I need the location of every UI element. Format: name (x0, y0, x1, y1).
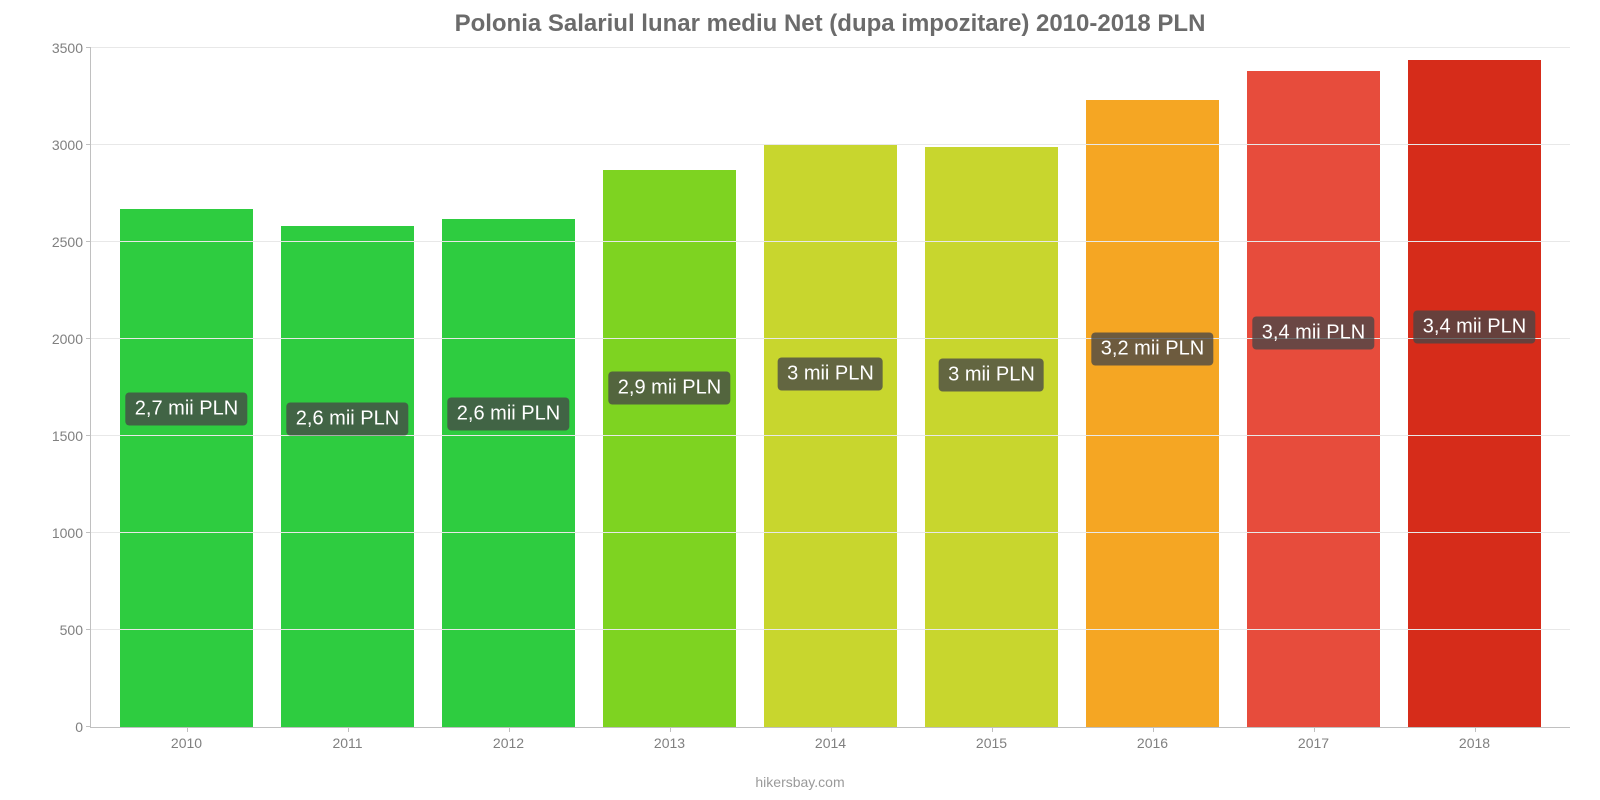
bar: 2,6 mii PLN (281, 226, 413, 727)
x-tick-mark (1153, 727, 1154, 732)
bar: 3 mii PLN (764, 145, 896, 727)
y-tick-mark (86, 241, 91, 242)
bar-value-label: 2,6 mii PLN (448, 398, 569, 431)
bar-slot: 2,9 mii PLN2013 (589, 48, 750, 727)
y-tick-mark (86, 726, 91, 727)
y-tick-mark (86, 435, 91, 436)
y-tick-label: 2500 (52, 234, 83, 250)
bar-value-label: 3 mii PLN (778, 357, 883, 390)
y-tick-mark (86, 144, 91, 145)
x-tick-mark (831, 727, 832, 732)
y-tick-label: 0 (75, 719, 83, 735)
y-tick-mark (86, 629, 91, 630)
bar-slot: 3,2 mii PLN2016 (1072, 48, 1233, 727)
x-tick-label: 2010 (171, 735, 202, 751)
x-tick-mark (187, 727, 188, 732)
x-tick-mark (1314, 727, 1315, 732)
chart-title: Polonia Salariul lunar mediu Net (dupa i… (90, 10, 1570, 38)
x-tick-mark (1475, 727, 1476, 732)
bar-value-label: 2,7 mii PLN (126, 393, 247, 426)
y-tick-mark (86, 532, 91, 533)
bar-slot: 2,6 mii PLN2011 (267, 48, 428, 727)
bar: 3,2 mii PLN (1086, 100, 1218, 727)
chart-container: Polonia Salariul lunar mediu Net (dupa i… (0, 0, 1600, 800)
bar-slot: 3 mii PLN2014 (750, 48, 911, 727)
source-label: hikersbay.com (755, 774, 844, 790)
bar: 2,7 mii PLN (120, 209, 252, 727)
grid-line (91, 241, 1570, 242)
x-tick-mark (992, 727, 993, 732)
y-tick-label: 2000 (52, 331, 83, 347)
bar-value-label: 3,4 mii PLN (1253, 317, 1374, 350)
grid-line (91, 532, 1570, 533)
bar-value-label: 2,9 mii PLN (609, 371, 730, 404)
bar: 2,6 mii PLN (442, 219, 574, 727)
plot-area: 2,7 mii PLN20102,6 mii PLN20112,6 mii PL… (90, 48, 1570, 728)
bar-slot: 3 mii PLN2015 (911, 48, 1072, 727)
x-tick-label: 2016 (1137, 735, 1168, 751)
bar-slot: 3,4 mii PLN2018 (1394, 48, 1555, 727)
x-tick-mark (348, 727, 349, 732)
bar-value-label: 3 mii PLN (939, 358, 1044, 391)
y-tick-label: 1000 (52, 525, 83, 541)
bar-value-label: 3,4 mii PLN (1414, 310, 1535, 343)
x-tick-label: 2012 (493, 735, 524, 751)
x-tick-label: 2013 (654, 735, 685, 751)
grid-line (91, 144, 1570, 145)
bar: 3 mii PLN (925, 147, 1057, 727)
bar-value-label: 2,6 mii PLN (287, 402, 408, 435)
bar: 2,9 mii PLN (603, 170, 735, 727)
x-tick-mark (509, 727, 510, 732)
grid-line (91, 629, 1570, 630)
x-tick-label: 2014 (815, 735, 846, 751)
bar-slot: 2,7 mii PLN2010 (106, 48, 267, 727)
bar-slot: 2,6 mii PLN2012 (428, 48, 589, 727)
y-tick-label: 1500 (52, 428, 83, 444)
bar: 3,4 mii PLN (1408, 60, 1540, 727)
x-tick-label: 2018 (1459, 735, 1490, 751)
x-tick-mark (670, 727, 671, 732)
x-tick-label: 2017 (1298, 735, 1329, 751)
y-tick-label: 500 (60, 622, 83, 638)
bars-row: 2,7 mii PLN20102,6 mii PLN20112,6 mii PL… (91, 48, 1570, 727)
y-tick-label: 3000 (52, 137, 83, 153)
y-tick-label: 3500 (52, 40, 83, 56)
y-tick-mark (86, 47, 91, 48)
x-tick-label: 2011 (332, 735, 362, 751)
y-tick-mark (86, 338, 91, 339)
grid-line (91, 47, 1570, 48)
bar-value-label: 3,2 mii PLN (1092, 333, 1213, 366)
x-tick-label: 2015 (976, 735, 1007, 751)
bar-slot: 3,4 mii PLN2017 (1233, 48, 1394, 727)
